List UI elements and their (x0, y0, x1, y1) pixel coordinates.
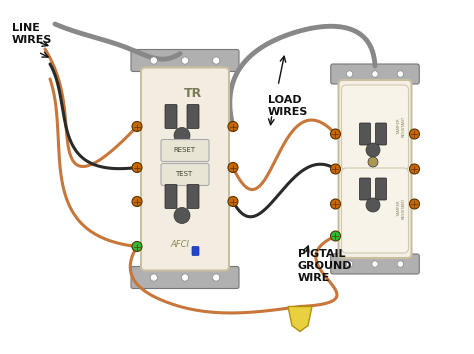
FancyBboxPatch shape (359, 123, 371, 145)
Circle shape (228, 121, 238, 131)
Text: LOAD
WIRES: LOAD WIRES (268, 95, 309, 117)
FancyBboxPatch shape (165, 184, 177, 209)
FancyBboxPatch shape (375, 178, 386, 200)
Circle shape (410, 164, 419, 174)
Circle shape (132, 196, 142, 206)
Circle shape (330, 164, 340, 174)
Circle shape (132, 241, 142, 251)
FancyBboxPatch shape (192, 246, 199, 256)
Circle shape (213, 274, 220, 281)
Circle shape (132, 162, 142, 172)
Circle shape (346, 261, 353, 267)
Circle shape (228, 162, 238, 172)
Circle shape (228, 196, 238, 206)
Circle shape (368, 157, 378, 167)
FancyBboxPatch shape (359, 178, 371, 200)
FancyBboxPatch shape (341, 85, 409, 170)
Text: AFCI: AFCI (171, 240, 190, 249)
Text: TEST: TEST (175, 171, 192, 177)
Circle shape (410, 129, 419, 139)
Circle shape (213, 57, 220, 64)
Circle shape (366, 198, 380, 212)
Circle shape (372, 261, 378, 267)
FancyBboxPatch shape (331, 64, 419, 84)
Text: TAMPER
RESISTANT: TAMPER RESISTANT (397, 116, 406, 137)
Circle shape (150, 274, 157, 281)
FancyBboxPatch shape (161, 164, 209, 185)
Circle shape (176, 145, 188, 158)
Circle shape (346, 71, 353, 77)
FancyBboxPatch shape (375, 123, 386, 145)
Circle shape (150, 57, 157, 64)
Circle shape (182, 57, 189, 64)
FancyBboxPatch shape (187, 184, 199, 209)
Circle shape (397, 71, 403, 77)
Circle shape (397, 261, 403, 267)
Circle shape (366, 143, 380, 157)
FancyBboxPatch shape (338, 80, 411, 258)
Text: TR: TR (184, 87, 202, 100)
Text: PIGTAIL
GROUND
WIRE: PIGTAIL GROUND WIRE (298, 250, 353, 282)
FancyBboxPatch shape (331, 254, 419, 274)
Text: TAMPER
RESISTANT: TAMPER RESISTANT (397, 198, 406, 219)
Text: RESET: RESET (173, 148, 195, 154)
Circle shape (174, 207, 190, 223)
Circle shape (372, 71, 378, 77)
Circle shape (132, 121, 142, 131)
FancyBboxPatch shape (141, 68, 229, 270)
FancyBboxPatch shape (165, 104, 177, 129)
Circle shape (330, 199, 340, 209)
Circle shape (182, 274, 189, 281)
Circle shape (330, 231, 340, 241)
Polygon shape (288, 307, 312, 331)
FancyBboxPatch shape (341, 168, 409, 253)
FancyBboxPatch shape (131, 50, 239, 72)
Circle shape (410, 199, 419, 209)
FancyBboxPatch shape (131, 267, 239, 289)
Circle shape (174, 127, 190, 143)
Text: LINE
WIRES: LINE WIRES (12, 23, 52, 45)
Circle shape (330, 129, 340, 139)
FancyBboxPatch shape (187, 104, 199, 129)
FancyBboxPatch shape (161, 139, 209, 161)
